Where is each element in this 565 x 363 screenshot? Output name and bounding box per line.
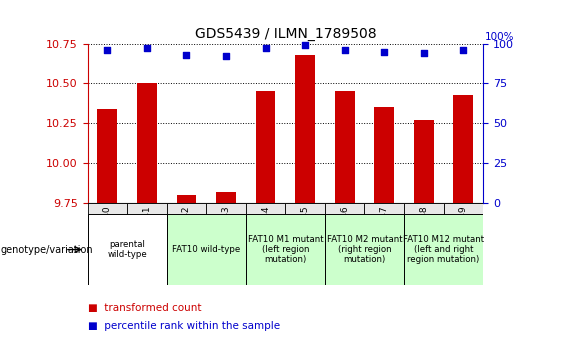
Text: GSM1309042: GSM1309042 xyxy=(182,205,191,266)
Point xyxy=(182,52,191,58)
Text: genotype/variation: genotype/variation xyxy=(1,245,93,254)
Text: GSM1309046: GSM1309046 xyxy=(340,205,349,266)
Bar xyxy=(334,91,355,203)
Title: GDS5439 / ILMN_1789508: GDS5439 / ILMN_1789508 xyxy=(194,27,376,41)
Text: GSM1309043: GSM1309043 xyxy=(221,205,231,266)
Bar xyxy=(325,214,404,285)
Bar xyxy=(285,203,325,250)
Text: FAT10 M1 mutant
(left region
mutation): FAT10 M1 mutant (left region mutation) xyxy=(247,234,323,265)
Point xyxy=(380,49,389,54)
Bar xyxy=(404,203,444,250)
Bar xyxy=(176,195,197,203)
Bar xyxy=(255,91,276,203)
Text: GSM1309047: GSM1309047 xyxy=(380,205,389,266)
Bar xyxy=(454,95,473,203)
Bar xyxy=(88,203,127,250)
Bar xyxy=(444,203,483,250)
Bar xyxy=(167,214,246,285)
Text: GSM1309041: GSM1309041 xyxy=(142,205,151,266)
Text: GSM1309049: GSM1309049 xyxy=(459,205,468,266)
Bar xyxy=(375,107,394,203)
Point xyxy=(221,53,231,59)
Point xyxy=(261,45,270,51)
Point xyxy=(142,45,151,51)
Text: FAT10 M12 mutant
(left and right
region mutation): FAT10 M12 mutant (left and right region … xyxy=(403,234,484,265)
Bar xyxy=(167,203,206,250)
Text: FAT10 wild-type: FAT10 wild-type xyxy=(172,245,240,254)
Text: GSM1309044: GSM1309044 xyxy=(261,205,270,266)
Bar xyxy=(404,214,483,285)
Bar xyxy=(364,203,404,250)
Bar xyxy=(98,109,118,203)
Bar xyxy=(414,120,434,203)
Point xyxy=(103,47,112,53)
Bar xyxy=(246,214,325,285)
Bar xyxy=(216,192,236,203)
Point xyxy=(419,50,428,56)
Bar xyxy=(137,83,157,203)
Bar xyxy=(88,214,167,285)
Text: 100%: 100% xyxy=(485,32,514,42)
Point xyxy=(301,42,310,48)
Bar xyxy=(246,203,285,250)
Text: FAT10 M2 mutant
(right region
mutation): FAT10 M2 mutant (right region mutation) xyxy=(327,234,402,265)
Text: ■  percentile rank within the sample: ■ percentile rank within the sample xyxy=(88,321,280,331)
Point xyxy=(459,47,468,53)
Bar xyxy=(127,203,167,250)
Text: ■  transformed count: ■ transformed count xyxy=(88,303,201,313)
Text: GSM1309040: GSM1309040 xyxy=(103,205,112,266)
Bar xyxy=(206,203,246,250)
Text: parental
wild-type: parental wild-type xyxy=(107,240,147,259)
Text: GSM1309048: GSM1309048 xyxy=(419,205,428,266)
Bar xyxy=(295,55,315,203)
Text: GSM1309045: GSM1309045 xyxy=(301,205,310,266)
Bar xyxy=(325,203,364,250)
Point xyxy=(340,47,349,53)
